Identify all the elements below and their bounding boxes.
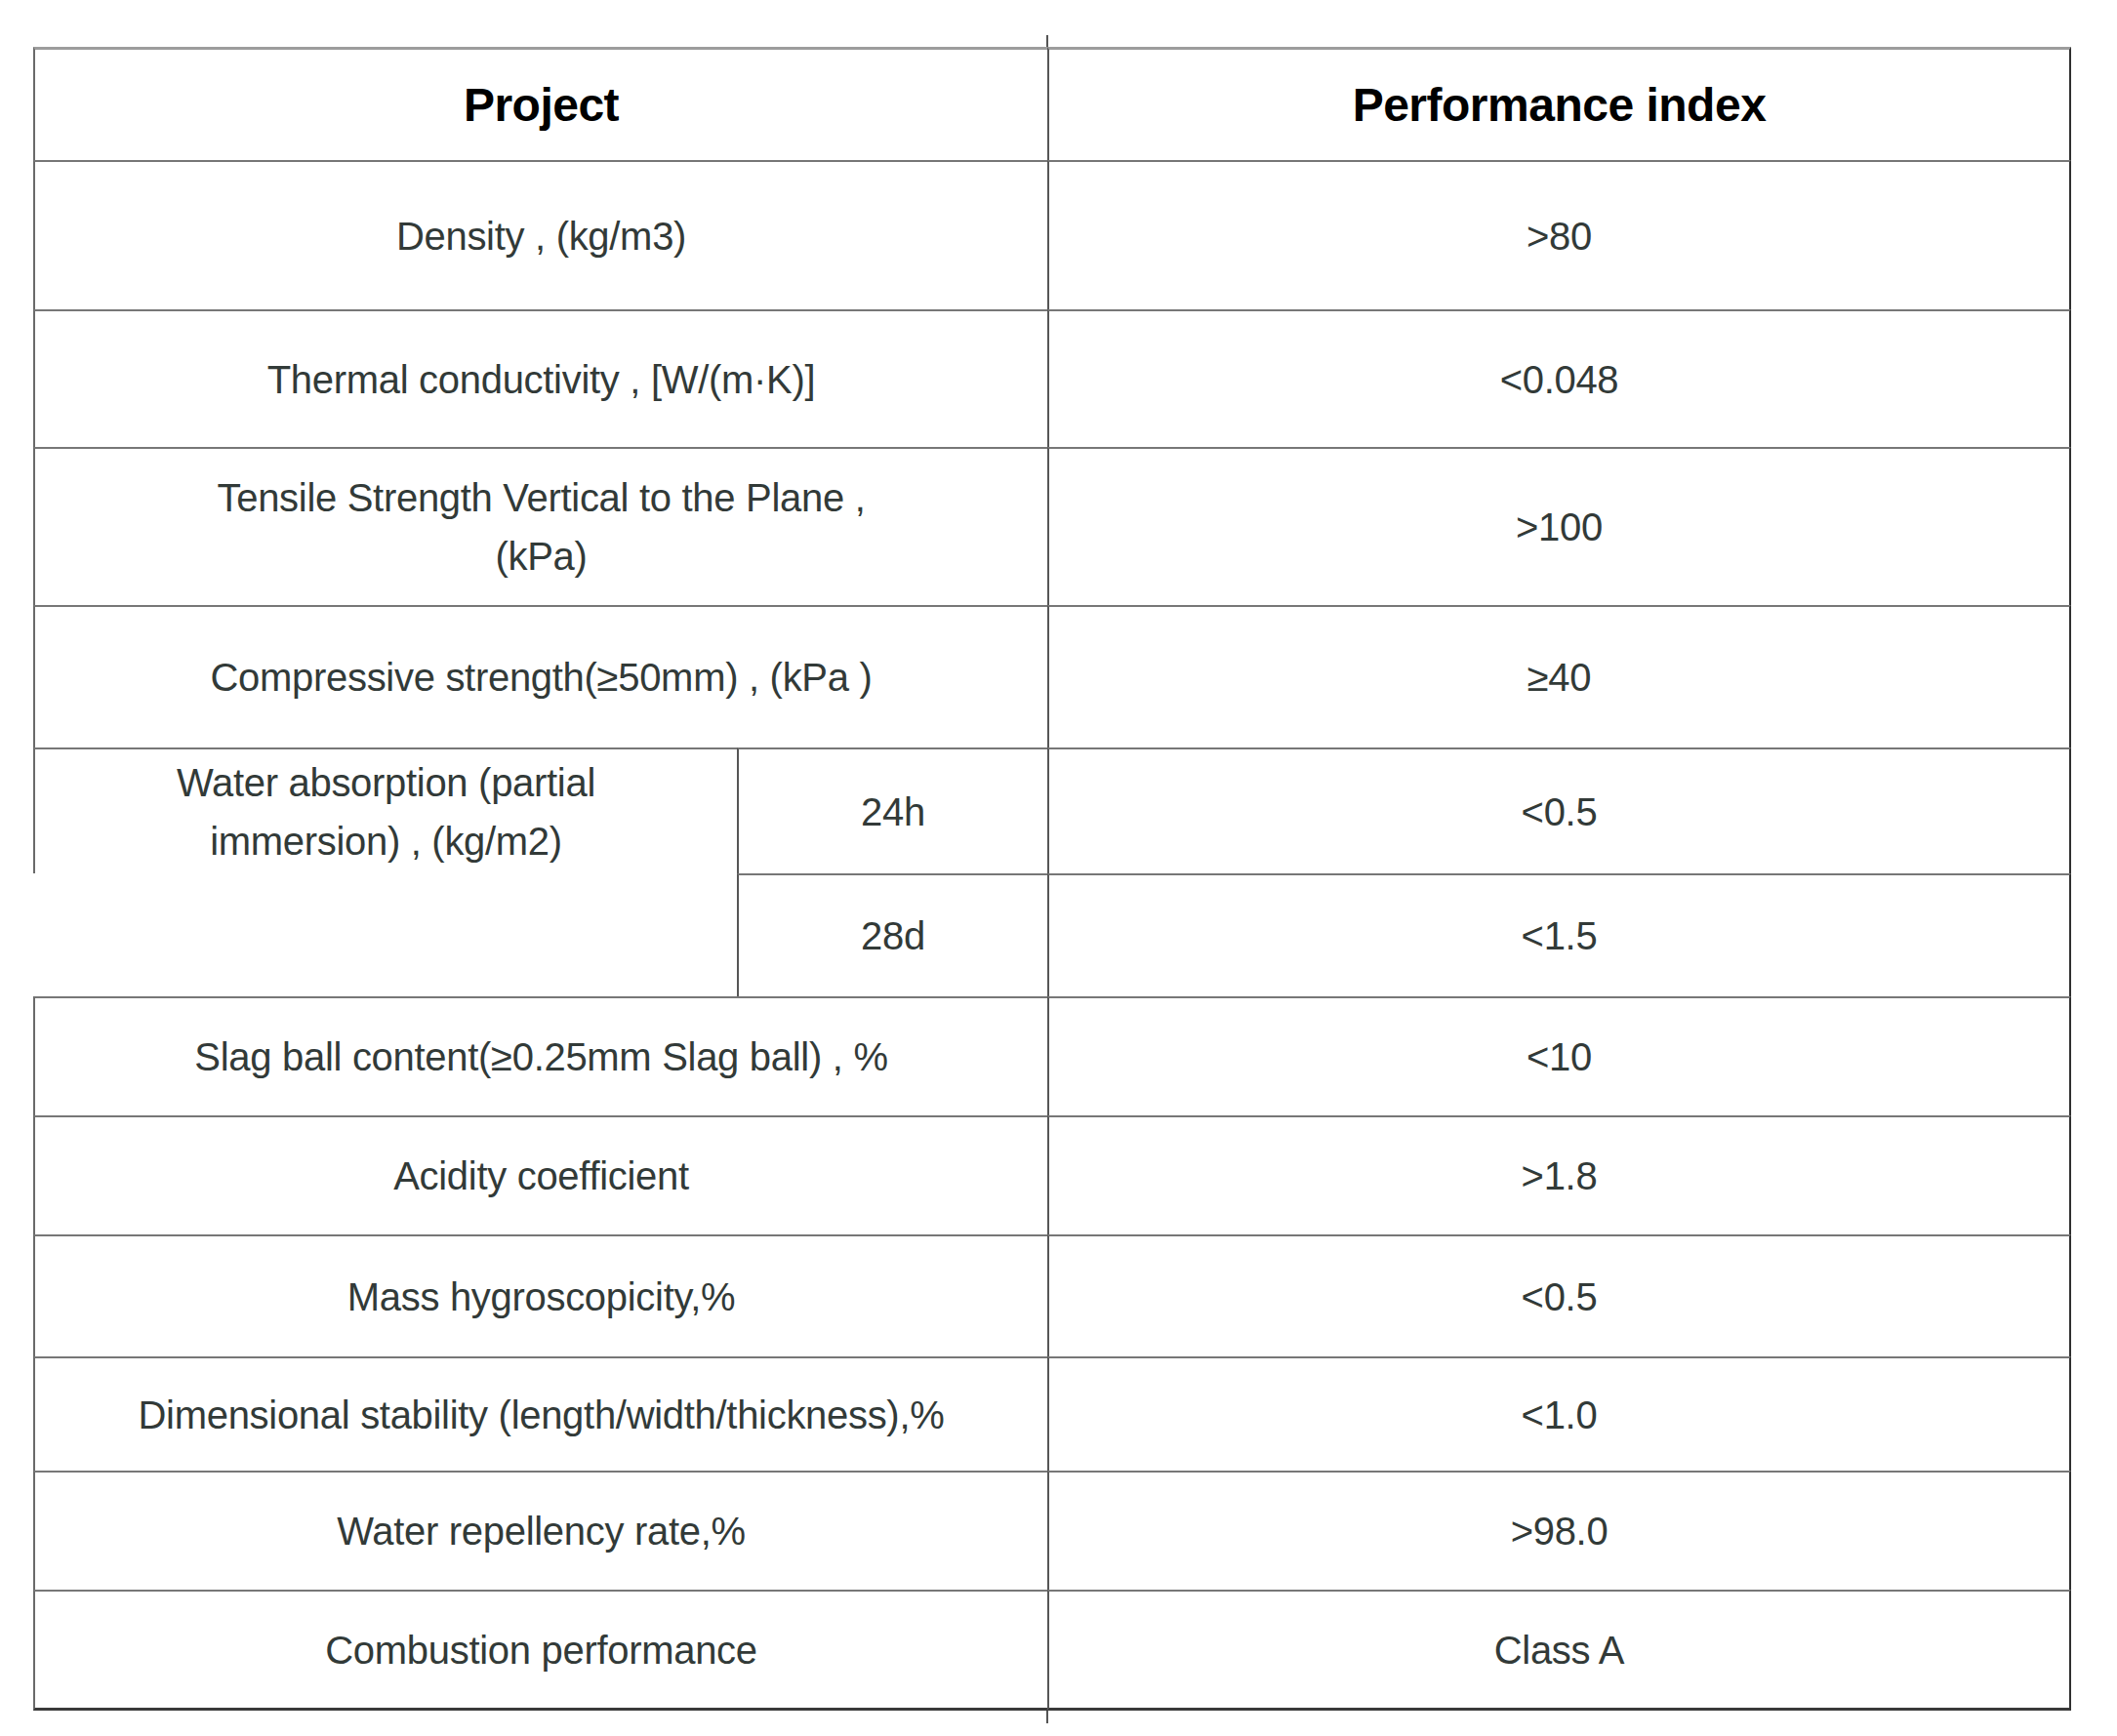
divider-overrun-bottom xyxy=(1046,1711,1048,1723)
row-value-water-repellency: >98.0 xyxy=(1047,1471,2071,1590)
row-label-mass-hygroscopicity: Mass hygroscopicity,% xyxy=(33,1234,1047,1356)
row-value-mass-hygroscopicity: <0.5 xyxy=(1047,1234,2071,1356)
row-label-thermal-conductivity: Thermal conductivity , [W/(m·K)] xyxy=(33,309,1047,447)
row-label-water-absorption: Water absorption (partial immersion) , (… xyxy=(33,747,737,873)
water-absorption-value-24h: <0.5 xyxy=(1047,747,2071,873)
water-absorption-period-24h: 24h xyxy=(737,747,1047,873)
row-label-water-repellency: Water repellency rate,% xyxy=(33,1471,1047,1590)
page: Project Performance index Density , (kg/… xyxy=(0,0,2117,1736)
row-value-tensile-strength: >100 xyxy=(1047,447,2071,605)
row-label-dimensional-stability: Dimensional stability (length/width/thic… xyxy=(33,1356,1047,1471)
row-value-dimensional-stability: <1.0 xyxy=(1047,1356,2071,1471)
row-label-combustion-performance: Combustion performance xyxy=(33,1590,1047,1711)
water-absorption-value-28d: <1.5 xyxy=(1047,873,2071,996)
row-value-density: >80 xyxy=(1047,160,2071,309)
divider-overrun-top xyxy=(1046,35,1048,47)
performance-spec-table: Project Performance index Density , (kg/… xyxy=(33,47,2071,1711)
water-absorption-period-28d: 28d xyxy=(737,873,1047,996)
row-label-acidity-coefficient: Acidity coefficient xyxy=(33,1115,1047,1234)
row-value-combustion-performance: Class A xyxy=(1047,1590,2071,1711)
row-value-compressive-strength: ≥40 xyxy=(1047,605,2071,747)
row-label-compressive-strength: Compressive strength(≥50mm) , (kPa ) xyxy=(33,605,1047,747)
row-label-tensile-strength: Tensile Strength Vertical to the Plane ,… xyxy=(33,447,1047,605)
column-header-performance-index: Performance index xyxy=(1047,47,2071,160)
row-label-density: Density , (kg/m3) xyxy=(33,160,1047,309)
row-value-slag-ball-content: <10 xyxy=(1047,996,2071,1115)
column-header-project: Project xyxy=(33,47,1047,160)
row-label-slag-ball-content: Slag ball content(≥0.25mm Slag ball) , % xyxy=(33,996,1047,1115)
row-value-thermal-conductivity: <0.048 xyxy=(1047,309,2071,447)
row-value-acidity-coefficient: >1.8 xyxy=(1047,1115,2071,1234)
